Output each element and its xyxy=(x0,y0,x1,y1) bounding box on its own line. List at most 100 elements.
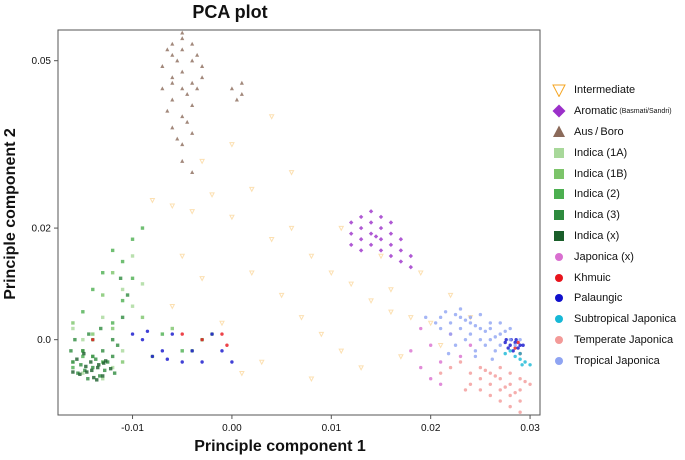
data-point xyxy=(398,354,404,360)
legend-label: Indica (1B) xyxy=(574,167,628,180)
x-tick-label: -0.01 xyxy=(121,423,144,434)
data-point xyxy=(503,351,507,356)
data-point xyxy=(468,382,473,387)
legend-label: Japonica (x) xyxy=(574,250,634,263)
data-point xyxy=(468,321,473,325)
data-point xyxy=(488,326,493,331)
data-point xyxy=(518,343,522,347)
legend-label: Temperate Japonica xyxy=(574,333,674,346)
data-point xyxy=(239,91,244,96)
data-point xyxy=(165,108,170,113)
data-point xyxy=(488,321,493,325)
data-point xyxy=(268,237,275,243)
series-aromatic xyxy=(348,209,414,270)
data-point xyxy=(428,343,433,347)
series-indica-2- xyxy=(71,226,204,370)
data-point xyxy=(180,114,185,119)
data-point xyxy=(518,357,522,361)
data-point xyxy=(478,377,483,381)
data-point xyxy=(71,326,75,331)
data-point xyxy=(508,349,512,353)
data-point xyxy=(338,225,345,232)
legend-label: Indica (x) xyxy=(574,229,620,242)
data-point xyxy=(368,209,374,214)
data-point xyxy=(378,225,384,231)
legend-label: Indica (1A) xyxy=(574,146,628,159)
data-point xyxy=(488,337,493,342)
data-point xyxy=(83,368,87,373)
data-point xyxy=(493,335,497,339)
data-point xyxy=(503,340,507,345)
data-point xyxy=(189,209,196,215)
data-point xyxy=(71,360,75,364)
data-point xyxy=(508,343,512,347)
data-point xyxy=(170,326,174,331)
data-point xyxy=(225,343,229,347)
data-point xyxy=(518,351,522,356)
data-point xyxy=(378,237,384,242)
data-point xyxy=(278,292,285,299)
data-point xyxy=(81,337,85,342)
data-point xyxy=(234,97,239,102)
data-point xyxy=(448,365,453,370)
data-point xyxy=(458,360,463,364)
data-point xyxy=(503,385,507,389)
legend-item: Indica (3) xyxy=(552,205,685,226)
data-point xyxy=(506,346,510,350)
legend-symbol xyxy=(555,294,563,303)
data-point xyxy=(498,399,502,403)
data-point xyxy=(338,348,345,355)
data-point xyxy=(170,75,175,80)
legend-item: Subtropical Japonica xyxy=(552,309,685,330)
data-point xyxy=(408,264,414,270)
data-point xyxy=(81,371,85,375)
data-point xyxy=(200,64,205,68)
data-point xyxy=(81,354,85,359)
legend-symbol xyxy=(554,210,564,221)
data-point xyxy=(97,363,101,367)
data-point xyxy=(170,41,175,46)
data-point xyxy=(483,368,488,373)
data-point xyxy=(220,332,224,336)
data-point xyxy=(104,359,108,363)
data-point xyxy=(328,270,335,277)
series-japonica-x- xyxy=(409,326,473,387)
data-point xyxy=(101,315,105,320)
data-point xyxy=(85,370,89,374)
data-point xyxy=(200,75,205,80)
data-point xyxy=(120,298,125,303)
data-point xyxy=(478,337,483,342)
data-point xyxy=(75,357,79,361)
data-point xyxy=(91,337,95,342)
data-point xyxy=(358,214,364,220)
data-point xyxy=(101,349,105,353)
data-point xyxy=(388,287,394,293)
axis-ticks: -0.01 0.00 0.01 0.02 0.03 0.0 0.02 0.05 xyxy=(32,56,541,434)
data-point xyxy=(388,309,394,316)
legend-label: Indica (2) xyxy=(574,188,620,201)
y-tick-label: 0.02 xyxy=(32,224,52,235)
data-point xyxy=(427,320,434,327)
data-point xyxy=(368,231,374,236)
data-point xyxy=(248,270,255,277)
series-khmuic xyxy=(91,332,522,356)
data-point xyxy=(110,326,115,331)
data-point xyxy=(165,357,170,361)
legend-item: Palaungic xyxy=(552,288,685,309)
data-point xyxy=(140,282,145,286)
data-point xyxy=(348,242,354,248)
y-tick-label: 0.05 xyxy=(32,56,52,67)
data-point xyxy=(140,315,145,320)
data-point xyxy=(478,365,483,370)
data-point xyxy=(438,371,443,375)
series-indica-3- xyxy=(69,276,130,381)
data-point xyxy=(458,307,463,311)
data-point xyxy=(513,340,517,345)
data-point xyxy=(446,351,451,356)
plot-frame xyxy=(57,29,541,416)
data-point xyxy=(483,329,488,334)
data-point xyxy=(179,253,186,260)
data-point xyxy=(438,315,443,320)
data-point xyxy=(437,343,444,349)
legend-marker xyxy=(553,125,565,137)
